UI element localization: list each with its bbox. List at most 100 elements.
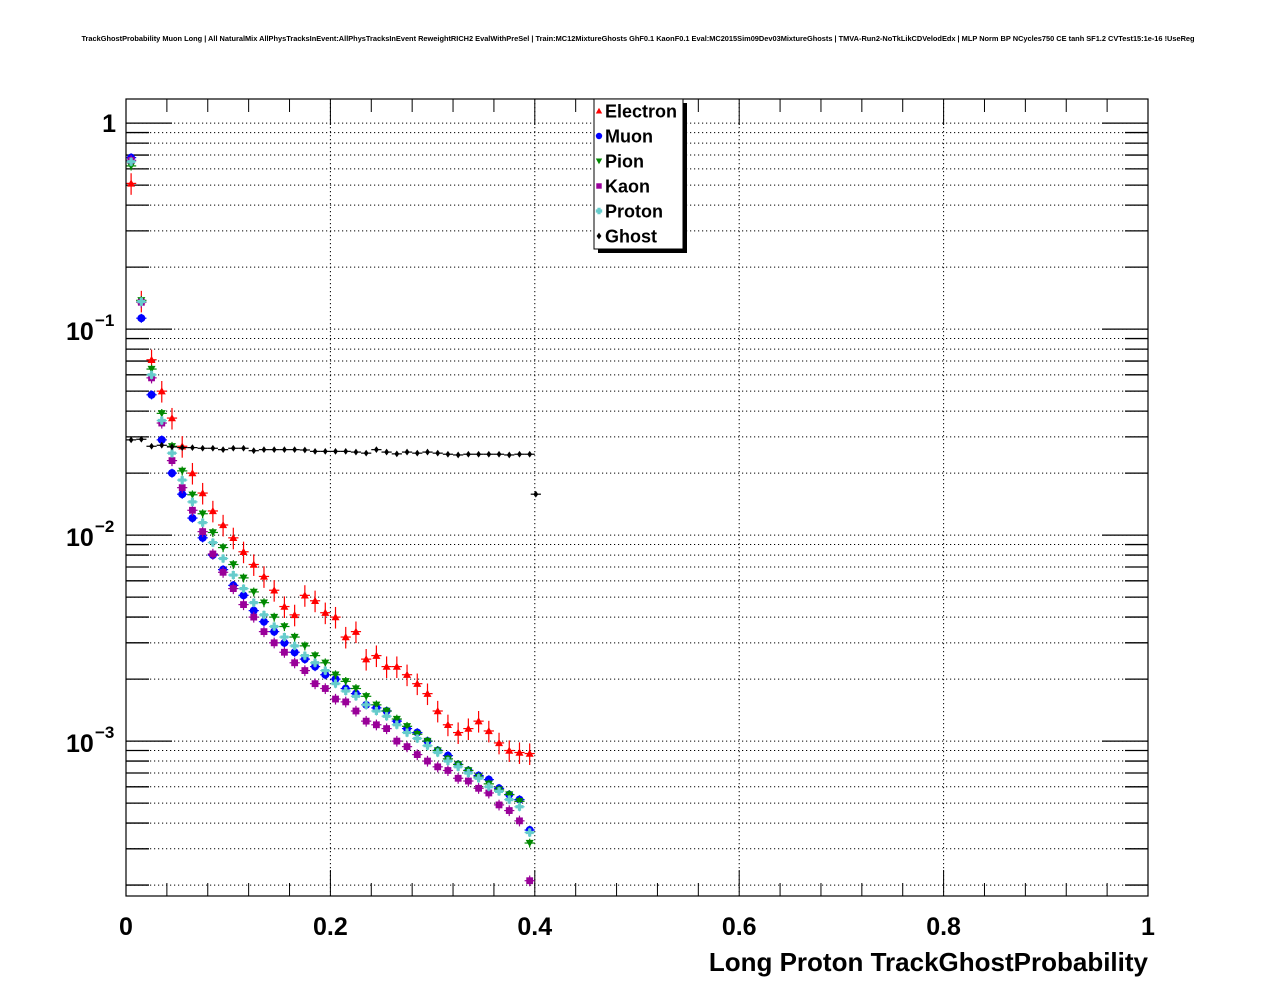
marker [149, 442, 154, 450]
marker [362, 700, 371, 709]
marker [353, 448, 359, 456]
marker [290, 633, 299, 642]
marker [351, 692, 360, 701]
marker [199, 528, 207, 536]
marker [208, 529, 217, 537]
marker [127, 179, 136, 187]
marker [475, 784, 482, 792]
marker [239, 591, 248, 600]
marker [474, 717, 483, 725]
marker [270, 639, 278, 647]
marker [261, 446, 267, 454]
marker [280, 638, 289, 647]
marker [190, 444, 195, 451]
marker [270, 586, 279, 594]
x-tick-label: 1 [1141, 913, 1155, 941]
grid [126, 99, 1148, 896]
marker [445, 450, 451, 458]
marker [169, 443, 175, 451]
marker [517, 450, 522, 458]
marker [384, 448, 390, 456]
marker [527, 450, 533, 458]
marker [352, 707, 360, 715]
marker [147, 355, 156, 363]
marker [413, 734, 422, 743]
marker [596, 232, 602, 240]
marker [291, 659, 299, 667]
marker [157, 416, 166, 425]
marker [159, 441, 165, 449]
marker [282, 446, 287, 454]
marker [300, 651, 309, 660]
marker [362, 693, 371, 701]
marker [403, 723, 412, 731]
marker [525, 828, 534, 837]
marker [423, 741, 432, 750]
marker [157, 435, 166, 444]
marker [515, 798, 524, 806]
marker [484, 782, 493, 791]
marker [249, 606, 258, 615]
chart-title: TrackGhostProbability Muon Long | All Na… [81, 34, 1195, 43]
marker [331, 613, 340, 621]
marker [271, 446, 277, 454]
marker [433, 706, 442, 715]
marker [311, 658, 320, 667]
marker [300, 591, 309, 599]
marker [495, 787, 504, 796]
y-tick-label: 10 [66, 524, 94, 552]
x-tick-label: 0.2 [313, 913, 348, 941]
marker [138, 435, 144, 443]
marker [220, 446, 226, 454]
y-tick-exponent: −3 [95, 723, 114, 742]
marker [167, 449, 176, 458]
marker [373, 446, 379, 454]
x-tick-label: 0 [119, 913, 133, 941]
x-tick-label: 0.8 [926, 913, 961, 941]
marker [311, 596, 320, 604]
legend-item-kaon: Kaon [596, 177, 650, 197]
series-proton [126, 157, 535, 838]
marker [188, 469, 197, 477]
marker [250, 613, 258, 621]
marker [188, 497, 197, 506]
marker [210, 444, 216, 452]
marker [424, 757, 431, 765]
marker [413, 751, 421, 758]
marker [292, 446, 298, 454]
marker [476, 450, 481, 458]
marker [147, 390, 156, 399]
x-tick-labels: 0 0.2 0.4 0.6 0.8 1 [119, 913, 1155, 941]
marker [485, 789, 493, 797]
marker [372, 651, 381, 659]
marker [168, 457, 176, 465]
marker [392, 662, 401, 670]
marker [249, 588, 258, 596]
marker [433, 748, 442, 757]
marker [484, 726, 493, 735]
marker [496, 450, 502, 458]
marker [392, 715, 401, 724]
marker [178, 467, 187, 475]
marker [444, 767, 452, 774]
marker [341, 633, 350, 641]
marker [454, 774, 462, 782]
marker [178, 476, 187, 485]
marker [167, 469, 176, 478]
legend-item-proton: Proton [595, 202, 663, 222]
marker [290, 610, 299, 619]
x-tick-label: 0.4 [517, 913, 552, 941]
marker [198, 510, 207, 518]
marker [341, 678, 350, 686]
marker [290, 648, 299, 657]
marker [525, 839, 534, 848]
marker [595, 132, 603, 140]
marker [495, 738, 504, 747]
x-axis-title: Long Proton TrackGhostProbability [709, 947, 1149, 977]
marker [403, 670, 412, 678]
series-electron [126, 173, 535, 765]
marker [486, 450, 492, 458]
marker [362, 655, 371, 663]
marker [403, 728, 412, 737]
legend-label: Kaon [605, 177, 650, 197]
